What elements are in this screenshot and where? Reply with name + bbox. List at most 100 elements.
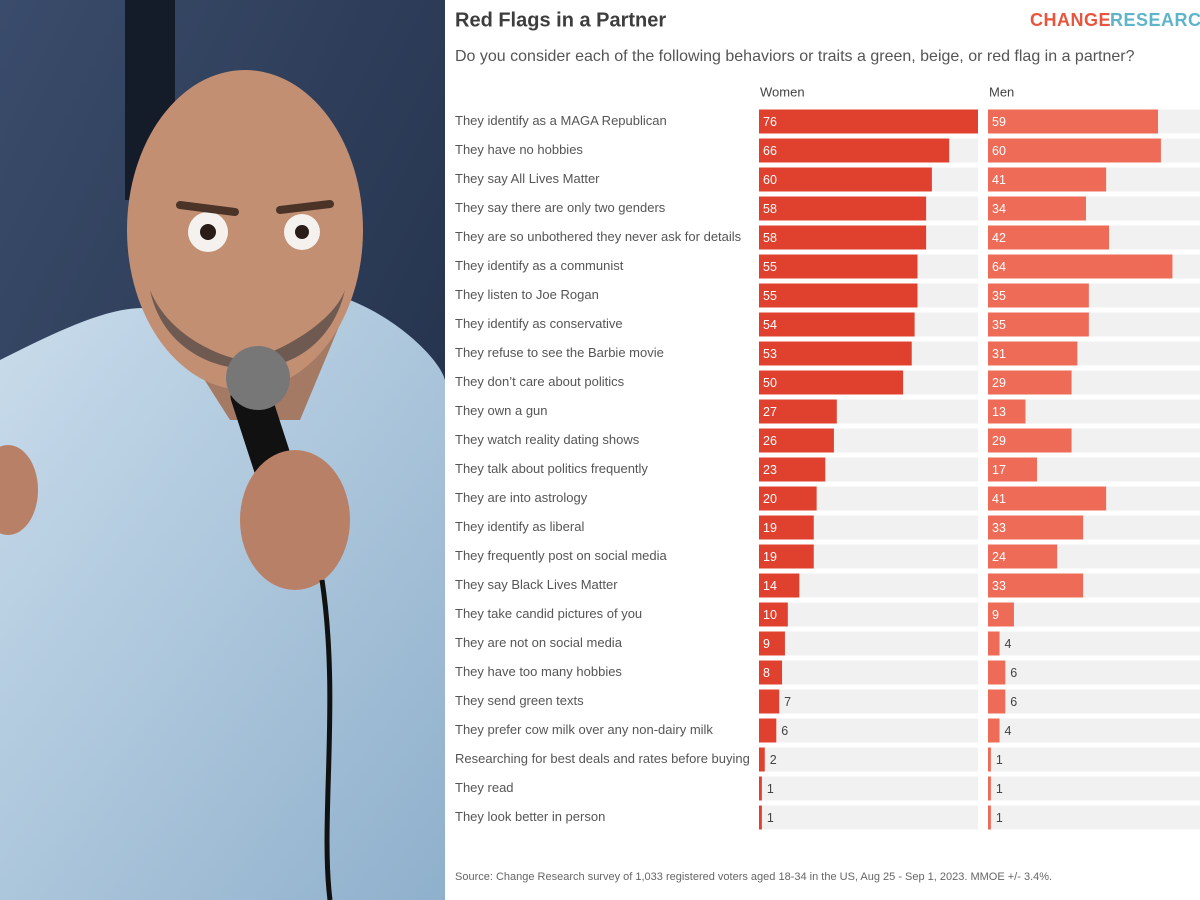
value-label: 26 (763, 434, 777, 448)
category-label: They have too many hobbies (455, 664, 622, 679)
chart-title: Red Flags in a Partner (455, 9, 666, 31)
bar-track (988, 660, 1200, 685)
value-label: 58 (763, 231, 777, 245)
category-label: They identify as a communist (455, 258, 624, 273)
category-label: They look better in person (455, 809, 605, 824)
category-label: They prefer cow milk over any non-dairy … (455, 722, 713, 737)
bar (759, 747, 765, 772)
bar-track (988, 602, 1200, 627)
value-label: 17 (992, 463, 1006, 477)
value-label: 7 (784, 695, 791, 709)
bar-track (759, 660, 978, 685)
bar (988, 515, 1084, 540)
category-label: Researching for best deals and rates bef… (455, 751, 750, 766)
logo-word: CHANGE (1030, 10, 1111, 30)
plot: Women Men They identify as a MAGA Republic… (455, 84, 1200, 830)
bar (988, 660, 1006, 685)
bar (988, 486, 1107, 511)
bar (759, 718, 777, 743)
bar-track (759, 776, 978, 801)
value-label: 34 (992, 202, 1006, 216)
bar (759, 457, 826, 482)
bar (759, 254, 918, 279)
value-label: 4 (1005, 724, 1012, 738)
bar (759, 660, 783, 685)
category-label: They refuse to see the Barbie movie (455, 345, 664, 360)
value-label: 1 (767, 782, 774, 796)
bar-track (988, 776, 1200, 801)
value-label: 27 (763, 405, 777, 419)
legend-label: Men (989, 84, 1014, 99)
category-label: They send green texts (455, 693, 584, 708)
bar (988, 631, 1000, 656)
value-label: 6 (1010, 666, 1017, 680)
bar (759, 283, 918, 308)
value-label: 1 (767, 811, 774, 825)
value-label: 6 (781, 724, 788, 738)
bar (759, 196, 927, 221)
bar (759, 515, 814, 540)
category-label: They identify as a MAGA Republican (455, 113, 667, 128)
bar (988, 718, 1000, 743)
value-label: 50 (763, 376, 777, 390)
bar (759, 689, 780, 714)
pupil (200, 224, 216, 240)
photo (0, 0, 445, 900)
cable (319, 579, 333, 900)
value-label: 53 (763, 347, 777, 361)
chart-subtitle: Do you consider each of the following be… (455, 48, 1135, 65)
category-label: They are so unbothered they never ask fo… (455, 229, 742, 244)
bar (988, 457, 1037, 482)
category-label: They are not on social media (455, 635, 623, 650)
value-label: 1 (996, 782, 1003, 796)
microphone-head (226, 346, 290, 410)
legend-label: Women (760, 84, 805, 99)
bar (988, 283, 1089, 308)
pupil (295, 225, 309, 239)
category-label: They watch reality dating shows (455, 432, 640, 447)
category-label: They read (455, 780, 514, 795)
bar (759, 602, 788, 627)
category-label: They don’t care about politics (455, 374, 625, 389)
category-label: They have no hobbies (455, 142, 583, 157)
bar (759, 428, 834, 453)
bar (759, 805, 762, 830)
shirt (0, 300, 445, 900)
bar-track (759, 602, 978, 627)
value-label: 60 (992, 144, 1006, 158)
value-label: 19 (763, 521, 777, 535)
value-label: 64 (992, 260, 1006, 274)
bar (988, 573, 1084, 598)
value-label: 8 (763, 666, 770, 680)
category-label: They are into astrology (455, 490, 588, 505)
bar (988, 689, 1006, 714)
bar (988, 747, 991, 772)
value-label: 29 (992, 376, 1006, 390)
value-label: 55 (763, 260, 777, 274)
value-label: 60 (763, 173, 777, 187)
bar (988, 370, 1072, 395)
bar (988, 225, 1110, 250)
category-label: They say there are only two genders (455, 200, 666, 215)
bar (759, 370, 904, 395)
value-label: 31 (992, 347, 1006, 361)
category-label: They own a gun (455, 403, 548, 418)
bar (759, 776, 762, 801)
value-label: 42 (992, 231, 1006, 245)
eyebrows (176, 200, 334, 216)
bar (988, 138, 1161, 163)
bar (759, 167, 932, 192)
bar-track (988, 718, 1200, 743)
bar (988, 312, 1089, 337)
value-label: 76 (763, 115, 777, 129)
bar (759, 544, 814, 569)
bar (759, 312, 915, 337)
bar-track (988, 689, 1200, 714)
bar-track (759, 747, 978, 772)
value-label: 59 (992, 115, 1006, 129)
value-label: 4 (1005, 637, 1012, 651)
value-label: 33 (992, 521, 1006, 535)
category-label: They identify as conservative (455, 316, 623, 331)
value-label: 58 (763, 202, 777, 216)
value-label: 9 (992, 608, 999, 622)
